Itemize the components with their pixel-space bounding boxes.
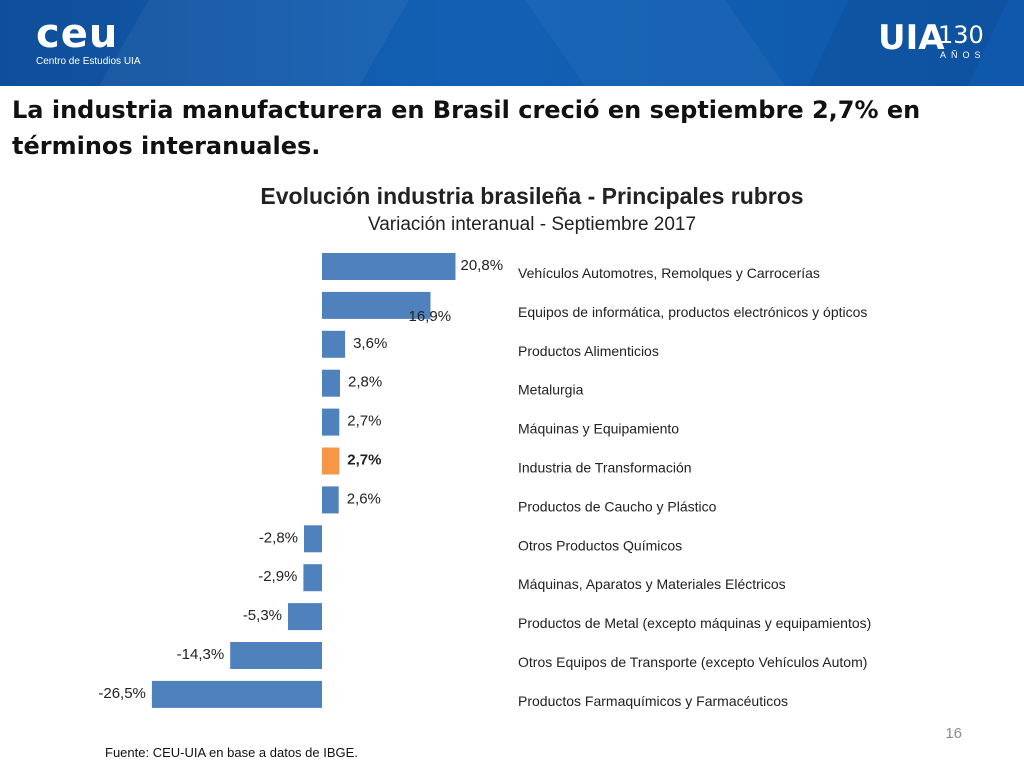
value-label-3: 2,8% — [348, 374, 382, 391]
value-label-7: -2,8% — [259, 529, 298, 546]
uia-logo-years: 130 — [938, 21, 984, 49]
category-label-4: Máquinas y Equipamiento — [518, 421, 679, 437]
value-label-9: -5,3% — [243, 607, 282, 624]
bar-1 — [322, 291, 431, 319]
uia-logo-anos: AÑOS — [940, 50, 986, 60]
chart-subtitle: Variación interanual - Septiembre 2017 — [367, 214, 697, 235]
uia-logo-text: UIA — [878, 18, 945, 58]
ceu-logo: ceu Centro de Estudios UIA — [36, 14, 141, 68]
value-label-6: 2,6% — [347, 490, 381, 507]
value-label-10: -14,3% — [177, 646, 225, 663]
chart-title: Evolución industria brasileña - Principa… — [260, 183, 804, 209]
ceu-logo-subtitle: Centro de Estudios UIA — [36, 56, 141, 67]
bar-3 — [322, 369, 340, 397]
value-label-11: -26,5% — [98, 685, 146, 702]
bar-7 — [304, 525, 322, 553]
bar-11 — [151, 680, 322, 708]
slide-headline: La industria manufacturera en Brasil cre… — [12, 96, 921, 160]
category-label-6: Productos de Caucho y Plástico — [518, 498, 717, 514]
value-label-5: 2,7% — [347, 452, 381, 469]
category-label-5: Industria de Transformación — [518, 460, 692, 476]
value-label-8: -2,9% — [258, 568, 297, 585]
value-label-4: 2,7% — [347, 413, 381, 430]
value-label-2: 3,6% — [353, 335, 387, 352]
category-label-7: Otros Productos Químicos — [518, 537, 682, 553]
value-label-0: 20,8% — [461, 257, 504, 274]
page-number: 16 — [945, 725, 962, 742]
bar-4 — [322, 408, 340, 436]
category-label-10: Otros Equipos de Transporte (excepto Veh… — [518, 654, 867, 670]
ceu-logo-text: ceu — [36, 11, 119, 57]
value-label-1: 16,9% — [409, 308, 452, 325]
header-banner: ceu Centro de Estudios UIA UIA 130 AÑOS — [0, 0, 1024, 86]
category-label-11: Productos Farmaquímicos y Farmacéuticos — [518, 693, 788, 709]
source-note: Fuente: CEU-UIA en base a datos de IBGE. — [105, 745, 358, 760]
category-label-8: Máquinas, Aparatos y Materiales Eléctric… — [518, 576, 786, 592]
bar-10 — [230, 642, 322, 669]
category-label-2: Productos Alimenticios — [518, 343, 659, 359]
bar-5 — [322, 447, 340, 475]
category-label-1: Equipos de informática, productos electr… — [518, 304, 867, 320]
category-label-9: Productos de Metal (excepto máquinas y e… — [518, 615, 871, 631]
bar-9 — [288, 603, 322, 631]
bar-8 — [303, 564, 322, 592]
bar-6 — [322, 486, 339, 514]
category-label-3: Metalurgia — [518, 382, 584, 398]
category-label-0: Vehículos Automotres, Remolques y Carroc… — [518, 265, 820, 281]
bar-0 — [322, 253, 456, 280]
bar-2 — [322, 330, 346, 358]
